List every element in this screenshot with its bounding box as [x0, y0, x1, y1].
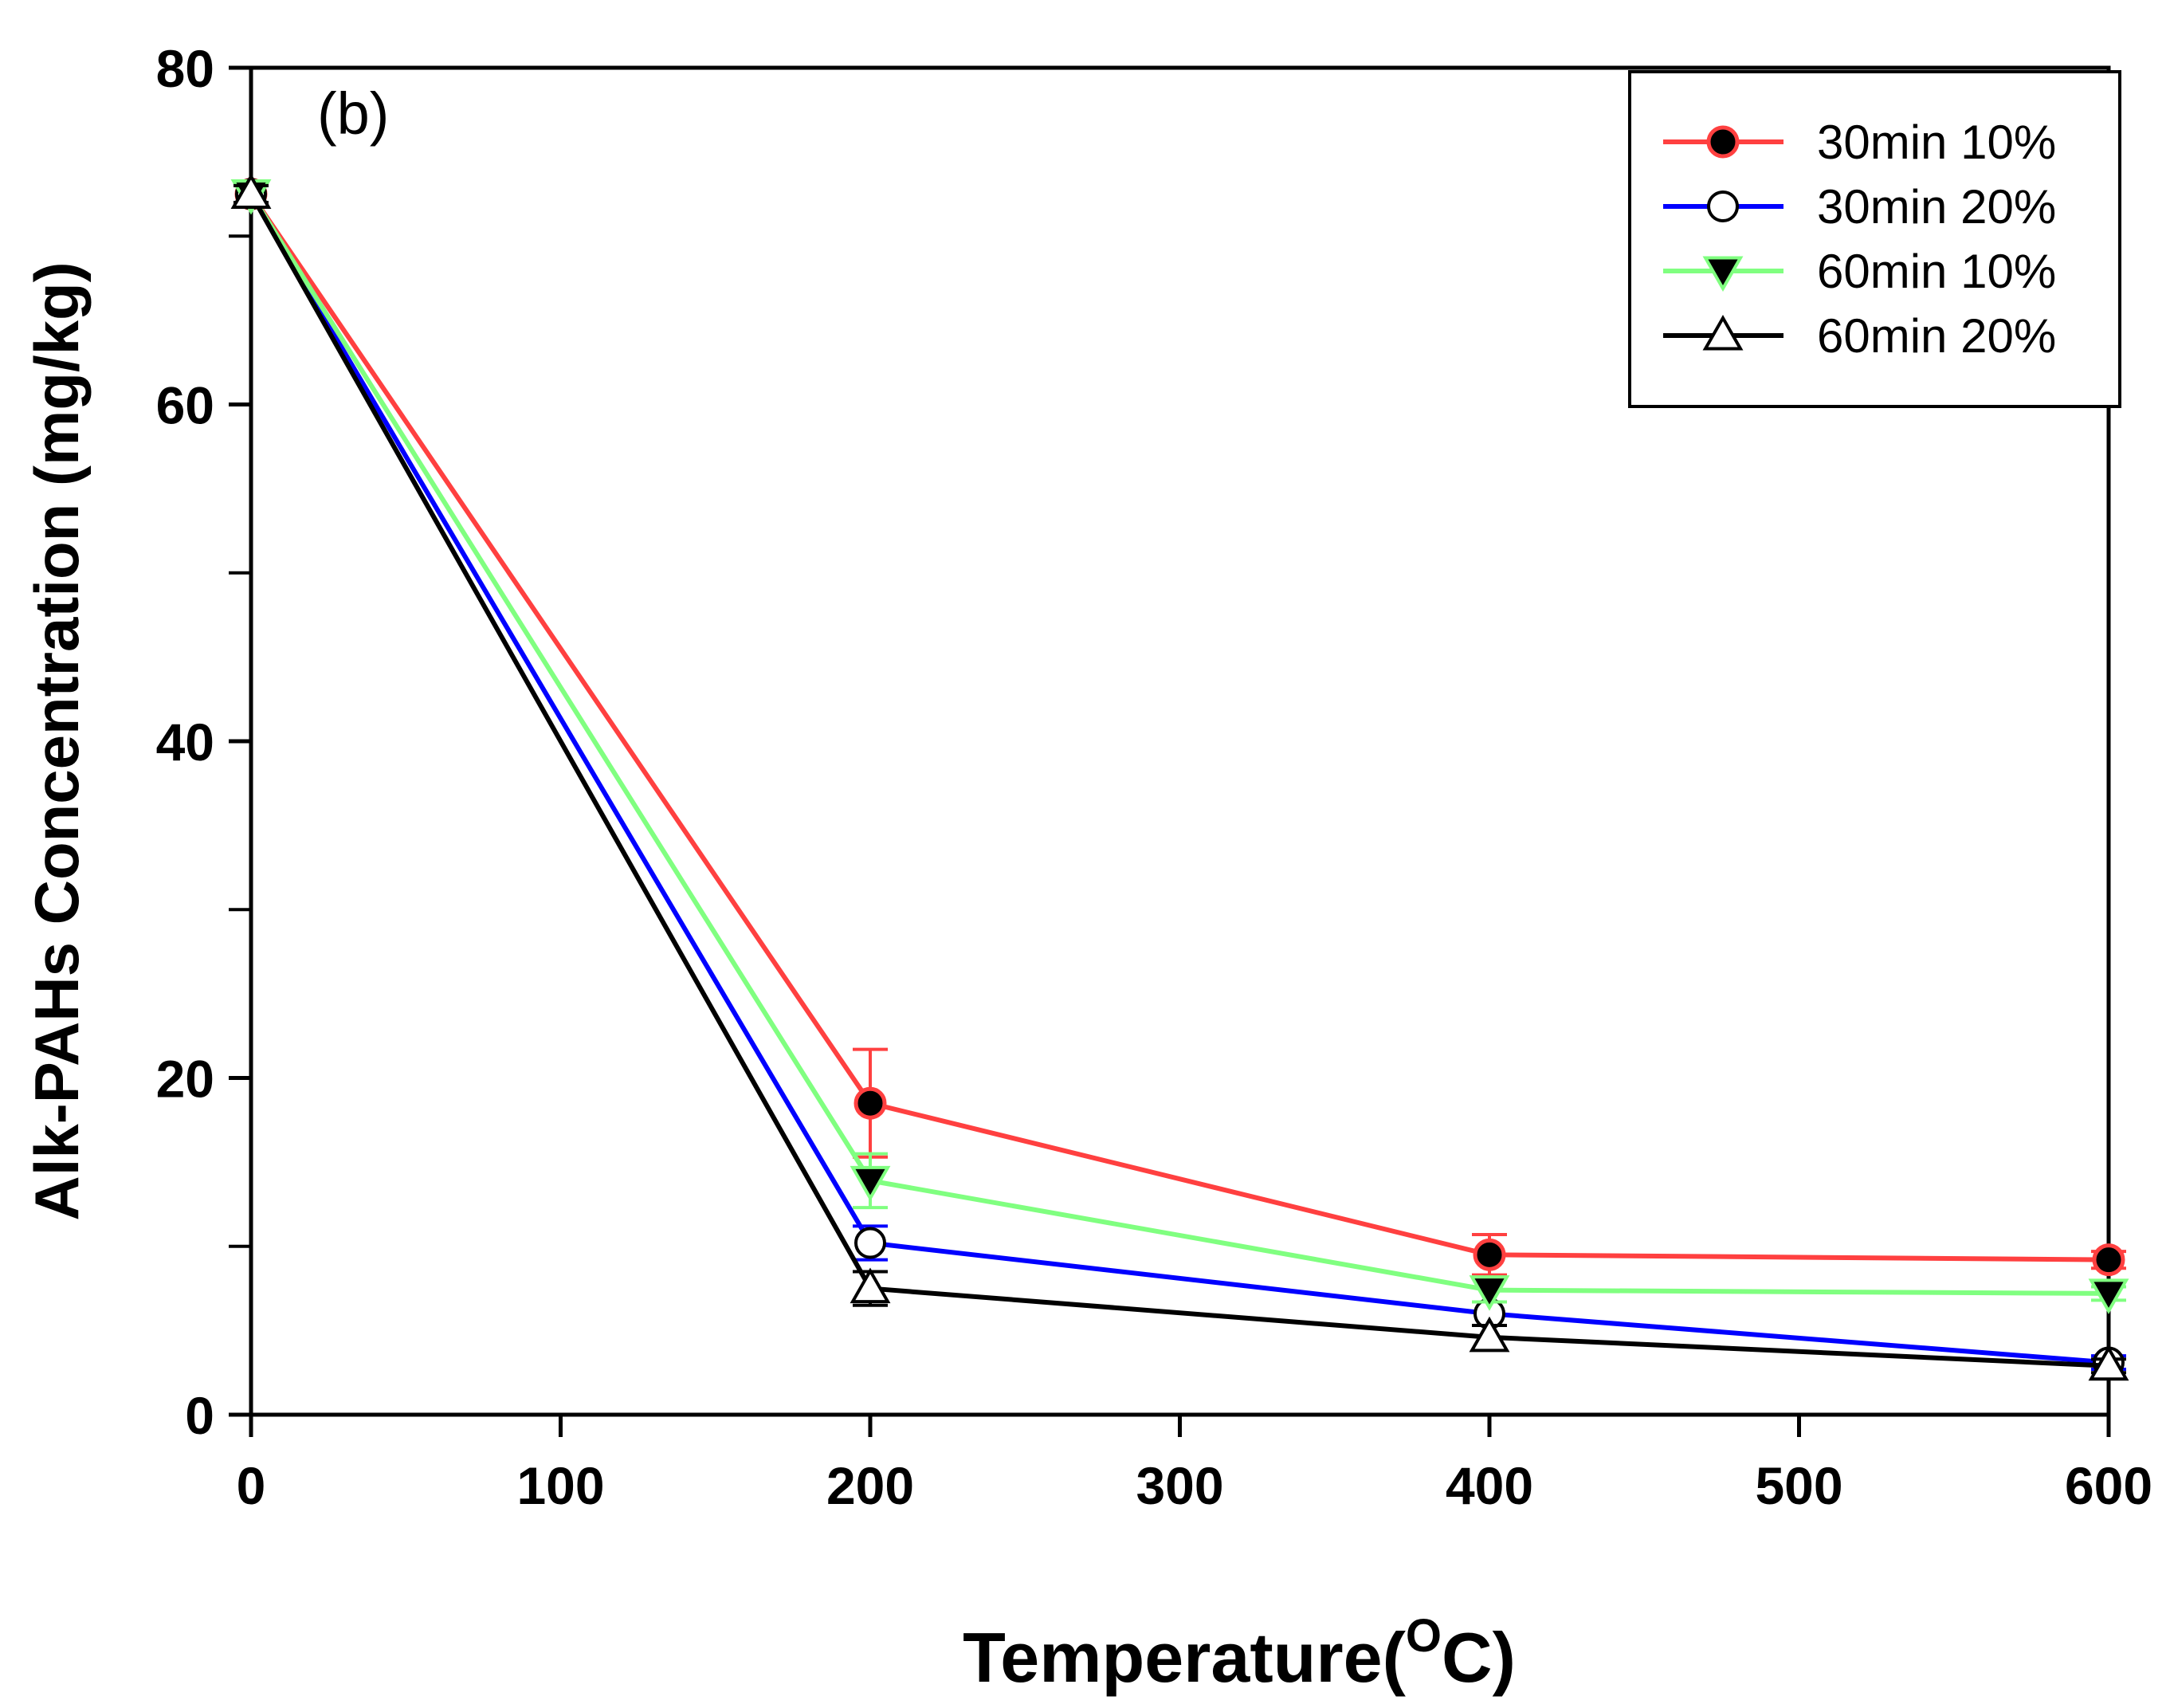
x-tick-label: 0 — [237, 1456, 266, 1515]
y-tick-label: 0 — [185, 1386, 214, 1445]
data-point — [2092, 1243, 2125, 1277]
data-point — [230, 173, 272, 209]
series-layer — [230, 173, 2129, 1381]
y-tick-label: 40 — [156, 713, 214, 772]
x-axis-title: Temperature(OC) — [963, 1610, 1516, 1697]
series-line — [249, 192, 2109, 1262]
data-point — [1469, 1275, 1510, 1311]
y-tick-label: 60 — [156, 376, 214, 435]
data-point — [2088, 1345, 2129, 1381]
legend-item-60min-10: 60min 10% — [1663, 245, 2056, 298]
y-axis-ticks: 0 20 40 60 80 — [156, 39, 251, 1445]
y-axis-title: Alk-PAHs Concentration (mg/kg) — [22, 261, 92, 1220]
x-axis-title-superscript: O — [1406, 1610, 1442, 1662]
legend-item-30min-10: 30min 10% — [1663, 116, 2056, 169]
legend-label: 60min 20% — [1817, 309, 2056, 363]
legend-items: 30min 10% 30min 20% 60min 10% 60min 20% — [1663, 116, 2056, 363]
x-tick-label: 500 — [1755, 1456, 1842, 1515]
legend-marker — [1706, 125, 1740, 159]
x-tick-label: 300 — [1136, 1456, 1223, 1515]
x-axis-title-main: Temperature( — [963, 1618, 1407, 1697]
data-point — [853, 1086, 887, 1120]
legend-label: 60min 10% — [1817, 245, 2056, 298]
legend-marker — [1707, 190, 1739, 222]
series-60min-20 — [230, 173, 2129, 1381]
series-line — [249, 192, 2109, 1296]
panel-label: (b) — [317, 80, 389, 147]
data-point — [850, 1165, 891, 1202]
legend-marker — [1702, 256, 1744, 293]
legend-item-60min-20: 60min 20% — [1663, 309, 2056, 363]
data-point — [1473, 1238, 1506, 1271]
x-tick-label: 400 — [1446, 1456, 1533, 1515]
series-line — [249, 192, 2109, 1368]
x-tick-label: 200 — [826, 1456, 914, 1515]
x-axis-title-suffix: C) — [1442, 1618, 1516, 1697]
data-point — [1469, 1316, 1510, 1353]
legend: 30min 10% 30min 20% 60min 10% 60min 20% — [1628, 70, 2121, 408]
x-axis-ticks: 0 100 200 300 400 500 600 — [237, 1415, 2152, 1515]
data-point — [854, 1227, 886, 1259]
legend-label: 30min 10% — [1817, 116, 2056, 169]
series-line — [249, 192, 2109, 1365]
legend-box — [1628, 70, 2121, 408]
y-tick-label: 80 — [156, 39, 214, 98]
legend-item-30min-20: 30min 20% — [1663, 180, 2056, 234]
y-tick-label: 20 — [156, 1050, 214, 1109]
x-tick-label: 100 — [516, 1456, 604, 1515]
data-point — [850, 1267, 891, 1304]
x-tick-label: 600 — [2065, 1456, 2152, 1515]
legend-label: 30min 20% — [1817, 180, 2056, 234]
data-point — [2088, 1278, 2129, 1314]
legend-marker — [1702, 314, 1744, 351]
